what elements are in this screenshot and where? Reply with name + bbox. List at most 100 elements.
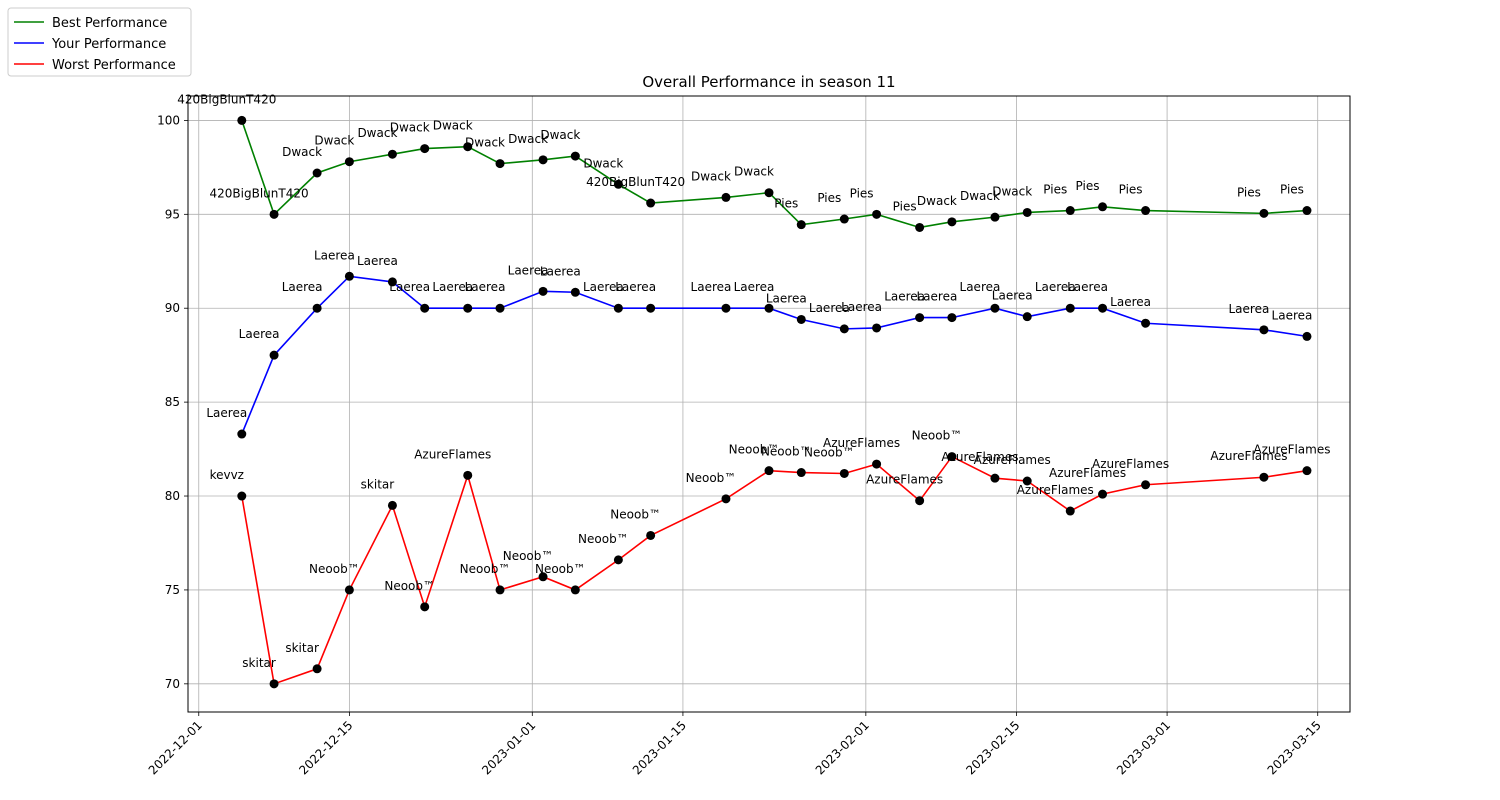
point-label: Pies [1043, 183, 1067, 197]
point-label: AzureFlames [866, 473, 943, 487]
point-label: Dwack [508, 132, 548, 146]
point-label: AzureFlames [1049, 466, 1126, 480]
data-point [613, 555, 623, 565]
point-label: Laerea [1272, 308, 1313, 322]
data-point [1098, 303, 1108, 313]
point-label: Laerea [916, 290, 957, 304]
data-point [269, 209, 279, 219]
data-point [312, 664, 322, 674]
y-tick-label: 100 [157, 113, 180, 127]
data-point [915, 222, 925, 232]
point-label: Neoob™ [729, 443, 780, 457]
data-point [538, 572, 548, 582]
data-point [1141, 480, 1151, 490]
data-point [570, 287, 580, 297]
point-label: AzureFlames [1210, 449, 1287, 463]
data-point [947, 313, 957, 323]
data-point [796, 220, 806, 230]
y-tick-label: 95 [165, 207, 180, 221]
series-line [241, 455, 1308, 685]
legend-entry: Your Performance [51, 37, 166, 52]
point-label: Neoob™ [460, 562, 511, 576]
point-label: skitar [361, 477, 395, 491]
data-point [796, 468, 806, 478]
point-label: Dwack [691, 169, 731, 183]
data-point [915, 313, 925, 323]
point-label: Neoob™ [578, 532, 629, 546]
data-point [1098, 489, 1108, 499]
point-label: Pies [1280, 183, 1304, 197]
x-tick-label: 2023-03-01 [1114, 718, 1173, 777]
point-label: AzureFlames [1017, 483, 1094, 497]
data-point [237, 491, 247, 501]
data-point [839, 214, 849, 224]
chart-title: Overall Performance in season 11 [642, 73, 895, 91]
data-point [420, 303, 430, 313]
point-label: Dwack [314, 134, 354, 148]
plot-frame [187, 95, 1351, 713]
point-label: Laerea [465, 280, 506, 294]
data-point [570, 151, 580, 161]
x-tick-label: 2023-01-15 [630, 718, 689, 777]
x-tick-label: 2023-02-15 [963, 718, 1022, 777]
x-tick-label: 2022-12-01 [146, 718, 205, 777]
y-tick-label: 90 [165, 301, 180, 315]
point-label: Dwack [390, 121, 430, 135]
data-point [420, 144, 430, 154]
data-point [872, 323, 882, 333]
point-label: Neoob™ [761, 445, 812, 459]
legend-box [7, 7, 192, 77]
x-tick-label: 2023-03-15 [1265, 718, 1324, 777]
point-label: Laerea [884, 290, 925, 304]
point-label: AzureFlames [974, 453, 1051, 467]
data-point [613, 303, 623, 313]
data-point [387, 149, 397, 159]
data-point [646, 198, 656, 208]
data-point [237, 429, 247, 439]
x-axis: 2022-12-01 2022-12-15 2023-01-01 2023-01-15… [146, 712, 1324, 777]
data-point [1302, 331, 1312, 341]
legend-entry: Best Performance [52, 16, 167, 31]
data-point [1302, 466, 1312, 476]
point-label: 420BigBlunT420 [210, 186, 309, 200]
point-label: Dwack [357, 126, 397, 140]
series-layer [237, 115, 1312, 689]
x-tick-label: 2023-01-01 [479, 718, 538, 777]
point-label: Laerea [206, 406, 247, 420]
point-annotations: 420BigBlunT420420BigBlunT420DwackDwackDw… [177, 92, 1330, 669]
y-tick-label: 85 [165, 395, 180, 409]
data-point [839, 324, 849, 334]
point-label: Dwack [465, 136, 505, 150]
point-label: Neoob™ [384, 579, 435, 593]
data-point [1141, 318, 1151, 328]
data-point [495, 303, 505, 313]
data-point [1259, 208, 1269, 218]
point-label: AzureFlames [414, 447, 491, 461]
data-point [764, 188, 774, 198]
point-label: Laerea [841, 300, 882, 314]
x-tick-label: 2023-02-01 [813, 718, 872, 777]
data-point [344, 585, 354, 595]
legend-entry: Worst Performance [52, 58, 176, 73]
data-point [1141, 206, 1151, 216]
point-label: 420BigBlunT420 [586, 175, 685, 189]
point-label: Laerea [357, 254, 398, 268]
point-label: Pies [1237, 185, 1261, 199]
data-point [387, 277, 397, 287]
data-point [646, 303, 656, 313]
point-label: Laerea [1067, 280, 1108, 294]
point-label: AzureFlames [941, 450, 1018, 464]
data-point [237, 115, 247, 125]
point-label: Laerea [691, 280, 732, 294]
data-point [839, 468, 849, 478]
point-label: Laerea [1035, 280, 1076, 294]
point-label: Laerea [992, 289, 1033, 303]
point-label: Pies [1119, 183, 1143, 197]
data-point [1302, 206, 1312, 216]
data-point [721, 494, 731, 504]
data-point [1022, 476, 1032, 486]
data-point [613, 179, 623, 189]
point-label: Laerea [615, 280, 656, 294]
data-point [570, 585, 580, 595]
point-label: Pies [817, 191, 841, 205]
